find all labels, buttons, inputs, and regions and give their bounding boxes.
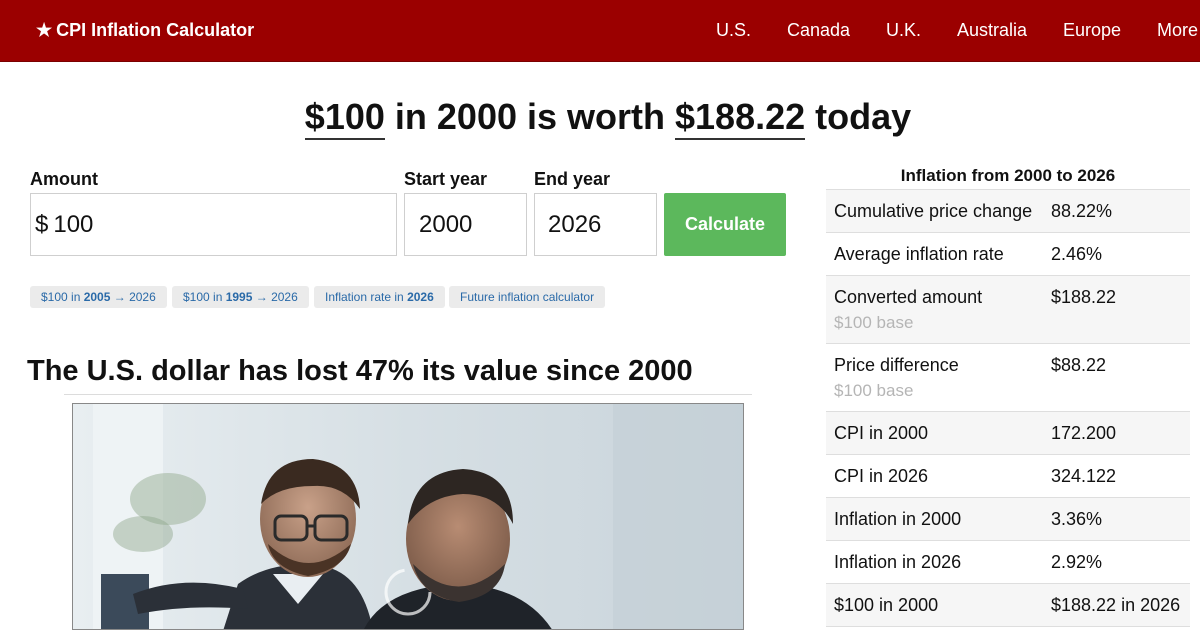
headline-worth: $188.22 [675, 96, 806, 140]
inflation-summary-table: Cumulative price change 88.22% Average i… [826, 189, 1190, 627]
section-divider [64, 394, 752, 395]
row-value: 172.200 [1051, 423, 1117, 443]
nav-link-more[interactable]: More [1157, 20, 1199, 40]
amount-label: Amount [30, 169, 98, 189]
end-year-label: End year [534, 169, 611, 189]
row-value: 2.46% [1051, 244, 1103, 264]
row-label: Inflation in 2026 [834, 552, 962, 572]
chip-year: 2026 [407, 290, 434, 304]
table-row: Cumulative price change 88.22% [826, 190, 1190, 233]
row-value: 2.92% [1051, 552, 1103, 572]
table-row: Inflation in 2000 3.36% [826, 498, 1190, 541]
table-row: Converted amount $188.22 $100 base [826, 276, 1190, 344]
chip-text: Inflation rate in [325, 290, 408, 304]
page-headline: $100 in 2000 is worth $188.22 today [0, 96, 1200, 140]
nav-link-europe[interactable]: Europe [1063, 20, 1122, 40]
nav-link-canada[interactable]: Canada [787, 20, 851, 40]
stock-photo-businessmen [72, 403, 744, 630]
row-sublabel: $100 base [834, 381, 914, 400]
start-year-input[interactable]: 2000 [404, 193, 527, 256]
row-value: 88.22% [1051, 201, 1113, 221]
chip-text: → 2026 [110, 290, 156, 304]
section-heading: The U.S. dollar has lost 47% its value s… [27, 355, 693, 387]
chip-text: → 2026 [252, 290, 298, 304]
quick-link-future-calculator[interactable]: Future inflation calculator [449, 286, 606, 308]
start-year-value: 2000 [419, 210, 473, 238]
headline-middle: in 2000 is worth [394, 96, 665, 137]
inflation-summary-title: Inflation from 2000 to 2026 [900, 166, 1116, 185]
top-navbar: ★ CPI Inflation Calculator U.S. Canada U.… [0, 0, 1200, 62]
row-label: $100 in 2000 [834, 595, 939, 615]
start-year-label: Start year [404, 169, 488, 189]
table-row: CPI in 2026 324.122 [826, 455, 1190, 498]
row-label: Price difference [834, 355, 959, 375]
row-value: $188.22 in 2026 [1051, 595, 1181, 615]
chip-year: 1995 [225, 290, 253, 304]
table-row: $100 in 2000 $188.22 in 2026 [826, 584, 1190, 627]
calculate-button[interactable]: Calculate [664, 193, 786, 256]
brand-link[interactable]: ★ CPI Inflation Calculator [36, 20, 254, 41]
main-nav: U.S. Canada U.K. Australia Europe More [0, 20, 1200, 42]
chip-year: 2005 [83, 290, 111, 304]
quick-link-2005[interactable]: $100 in 2005 → 2026 [30, 286, 167, 308]
end-year-value: 2026 [548, 210, 602, 238]
headline-amount: $100 [304, 96, 385, 140]
row-label: CPI in 2000 [834, 423, 929, 443]
chip-text: $100 in [183, 290, 226, 304]
table-row: CPI in 2000 172.200 [826, 412, 1190, 455]
nav-link-australia[interactable]: Australia [957, 20, 1028, 40]
amount-value: 100 [53, 210, 94, 238]
row-label: Cumulative price change [834, 201, 1033, 221]
row-label: Converted amount [834, 287, 983, 307]
chip-text: $100 in [41, 290, 84, 304]
headline-suffix: today [815, 96, 912, 137]
star-icon: ★ [36, 20, 53, 40]
row-sublabel: $100 base [834, 313, 914, 332]
quick-link-1995[interactable]: $100 in 1995 → 2026 [172, 286, 309, 308]
quick-link-inflation-rate[interactable]: Inflation rate in 2026 [314, 286, 445, 308]
amount-input[interactable]: $100 [30, 193, 397, 256]
currency-symbol: $ [35, 210, 49, 238]
row-value: $88.22 [1051, 355, 1107, 375]
row-label: CPI in 2026 [834, 466, 929, 486]
end-year-input[interactable]: 2026 [534, 193, 657, 256]
row-value: 324.122 [1051, 466, 1117, 486]
row-value: 3.36% [1051, 509, 1103, 529]
row-value: $188.22 [1051, 287, 1117, 307]
nav-link-uk[interactable]: U.K. [886, 20, 922, 40]
row-label: Average inflation rate [834, 244, 1004, 264]
table-row: Inflation in 2026 2.92% [826, 541, 1190, 584]
row-label: Inflation in 2000 [834, 509, 962, 529]
table-row: Average inflation rate 2.46% [826, 233, 1190, 276]
chip-text: Future inflation calculator [460, 290, 595, 304]
brand-label: CPI Inflation Calculator [56, 20, 255, 40]
table-row: Price difference $88.22 $100 base [826, 344, 1190, 412]
nav-link-us[interactable]: U.S. [716, 20, 752, 40]
